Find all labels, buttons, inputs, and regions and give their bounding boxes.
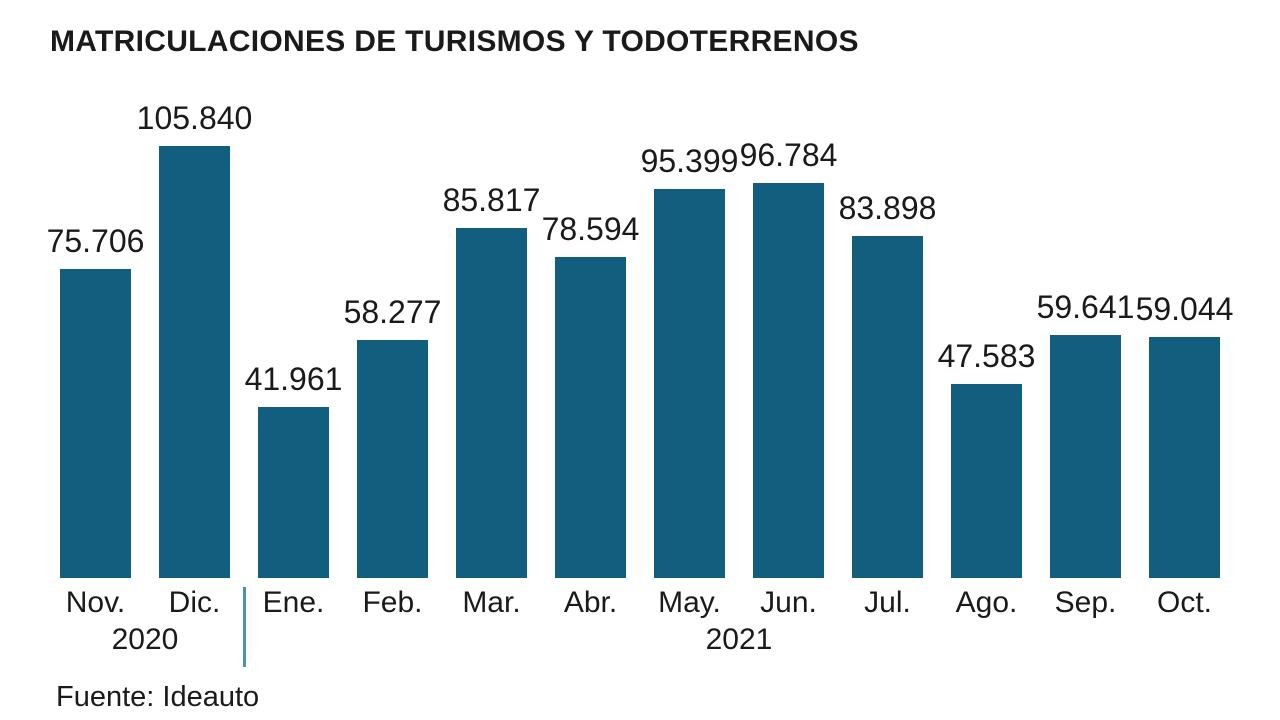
x-tick-label: May. [658,586,721,619]
bar [753,183,824,578]
x-tick-label: Oct. [1156,586,1212,619]
bar-value-label: 59.044 [1135,291,1234,327]
bar [654,189,725,578]
bar [951,384,1022,578]
bar-value-label: 83.898 [838,190,937,226]
bar-slot: 59.641 [1036,146,1135,578]
x-tick-label: Jun. [760,586,817,619]
bar-slot: 59.044 [1135,146,1234,578]
bar-slot: 58.277 [343,146,442,578]
bar [852,236,923,578]
bar-slot: 78.594 [541,146,640,578]
bar-slot: 75.706 [46,146,145,578]
bar-value-label: 96.784 [739,137,838,173]
year-label: 2020 [111,623,179,656]
bar-value-label: 58.277 [343,294,442,330]
x-tick-label: Mar. [462,586,521,619]
source-note: Fuente: Ideauto [56,681,260,713]
bar-value-label: 85.817 [442,182,541,218]
bar [159,146,230,578]
x-tick-label: Jul. [864,586,911,619]
bar-value-label: 47.583 [937,338,1036,374]
bar-slot: 41.961 [244,146,343,578]
bar-slot: 105.840 [137,102,252,578]
year-labels-row: 2020 2021 [46,623,1234,661]
bar-value-label: 75.706 [46,223,145,259]
bar [1149,337,1220,578]
bar-slot: 96.784 [739,139,838,578]
bar [60,269,131,578]
bar-slot: 83.898 [838,146,937,578]
x-tick-label: Feb. [362,586,423,619]
bar-slot: 47.583 [937,146,1036,578]
bar-value-label: 95.399 [640,143,739,179]
bar-value-label: 78.594 [541,211,640,247]
bar-value-label: 41.961 [244,361,343,397]
x-tick-label: Abr. [563,586,618,619]
bar-slot: 85.817 [442,146,541,578]
x-tick-label: Dic. [168,586,221,619]
bar-value-label: 59.641 [1036,289,1135,325]
bar-slot: 95.399 [640,143,739,578]
x-tick-label: Ago. [955,586,1018,619]
year-label: 2021 [705,623,773,656]
bar [357,340,428,578]
bar [456,228,527,578]
x-tick-label: Nov. [65,586,126,619]
year-divider-line [243,587,246,667]
bar [1050,335,1121,578]
chart-title: MATRICULACIONES DE TURISMOS Y TODOTERREN… [50,25,859,58]
plot-area: 75.706 105.840 41.961 58.277 85.817 78.594 95.… [46,102,1234,578]
x-tick-label: Sep. [1054,586,1117,619]
bar-value-label: 105.840 [136,100,253,136]
x-tick-label: Ene. [262,586,325,619]
x-axis: Nov. Dic. Ene. Feb. Mar. Abr. May. Jun. Jul. Ago.… [46,586,1234,620]
bar [555,257,626,578]
bar [258,407,329,578]
